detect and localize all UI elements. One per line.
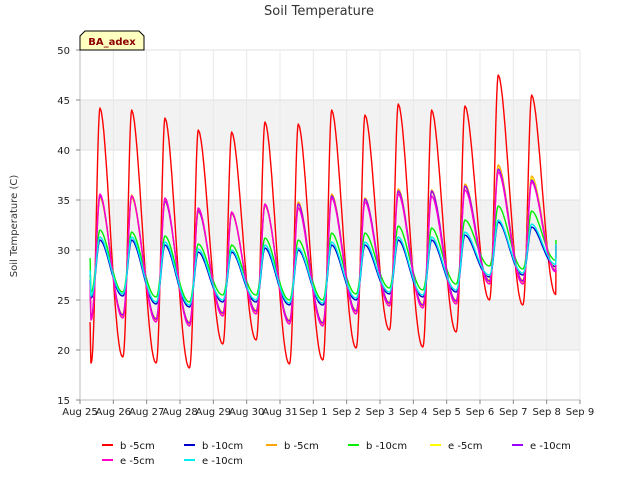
x-tick-label: Aug 29 [196, 407, 231, 418]
x-tick-label: Sep 8 [532, 407, 560, 418]
legend-entry: e -10cm [530, 441, 571, 452]
y-tick-label: 40 [57, 146, 70, 157]
y-tick-label: 15 [57, 396, 70, 407]
y-tick-label: 50 [57, 46, 70, 57]
legend-entry: e -10cm [202, 456, 243, 467]
legend: b -5cm b -10cm b -5cm b -10cm e -5cm e -10cm e… [102, 441, 571, 467]
legend-entry: e -5cm [120, 456, 155, 467]
legend-entry: b -5cm [284, 441, 319, 452]
y-axis-label: Soil Temperature (C) [9, 175, 20, 278]
x-tick-label: Sep 1 [299, 407, 327, 418]
site-badge-box [79, 30, 145, 51]
x-tick-label: Sep 4 [399, 407, 427, 418]
series-line [89, 168, 557, 324]
legend-entry: b -10cm [202, 441, 243, 452]
x-tick-label: Sep 2 [332, 407, 360, 418]
series-line [89, 219, 557, 306]
legend-entry: b -5cm [120, 441, 155, 452]
series-line [89, 221, 557, 308]
x-tick-label: Aug 28 [162, 407, 197, 418]
y-tick-label: 45 [57, 96, 70, 107]
x-tick-label: Sep 6 [466, 407, 494, 418]
x-tick-label: Aug 26 [96, 407, 131, 418]
y-tick-label: 30 [57, 246, 70, 257]
site-badge-label: BA_adex [88, 37, 136, 48]
plot-area [80, 50, 580, 400]
series-line [89, 164, 557, 325]
legend-entry: e -5cm [448, 441, 483, 452]
legend-entry: b -10cm [366, 441, 407, 452]
x-tick-label: Aug 31 [262, 407, 297, 418]
x-tick-label: Aug 27 [129, 407, 164, 418]
y-tick-label: 25 [57, 296, 70, 307]
plot-band [80, 300, 580, 350]
site-badge: BA_adex [79, 30, 145, 51]
x-tick-label: Sep 3 [366, 407, 394, 418]
x-tick-label: Sep 5 [432, 407, 460, 418]
y-tick-label: 20 [57, 346, 70, 357]
series-line [89, 171, 557, 327]
y-tick-label: 35 [57, 196, 70, 207]
chart-title: Soil Temperature [264, 4, 374, 19]
x-tick-label: Sep 9 [566, 407, 594, 418]
x-tick-label: Aug 30 [229, 407, 264, 418]
x-tick-label: Aug 25 [62, 407, 97, 418]
x-tick-label: Sep 7 [499, 407, 527, 418]
series-line [89, 205, 557, 303]
series-layer [89, 74, 557, 369]
series-line [89, 74, 557, 369]
